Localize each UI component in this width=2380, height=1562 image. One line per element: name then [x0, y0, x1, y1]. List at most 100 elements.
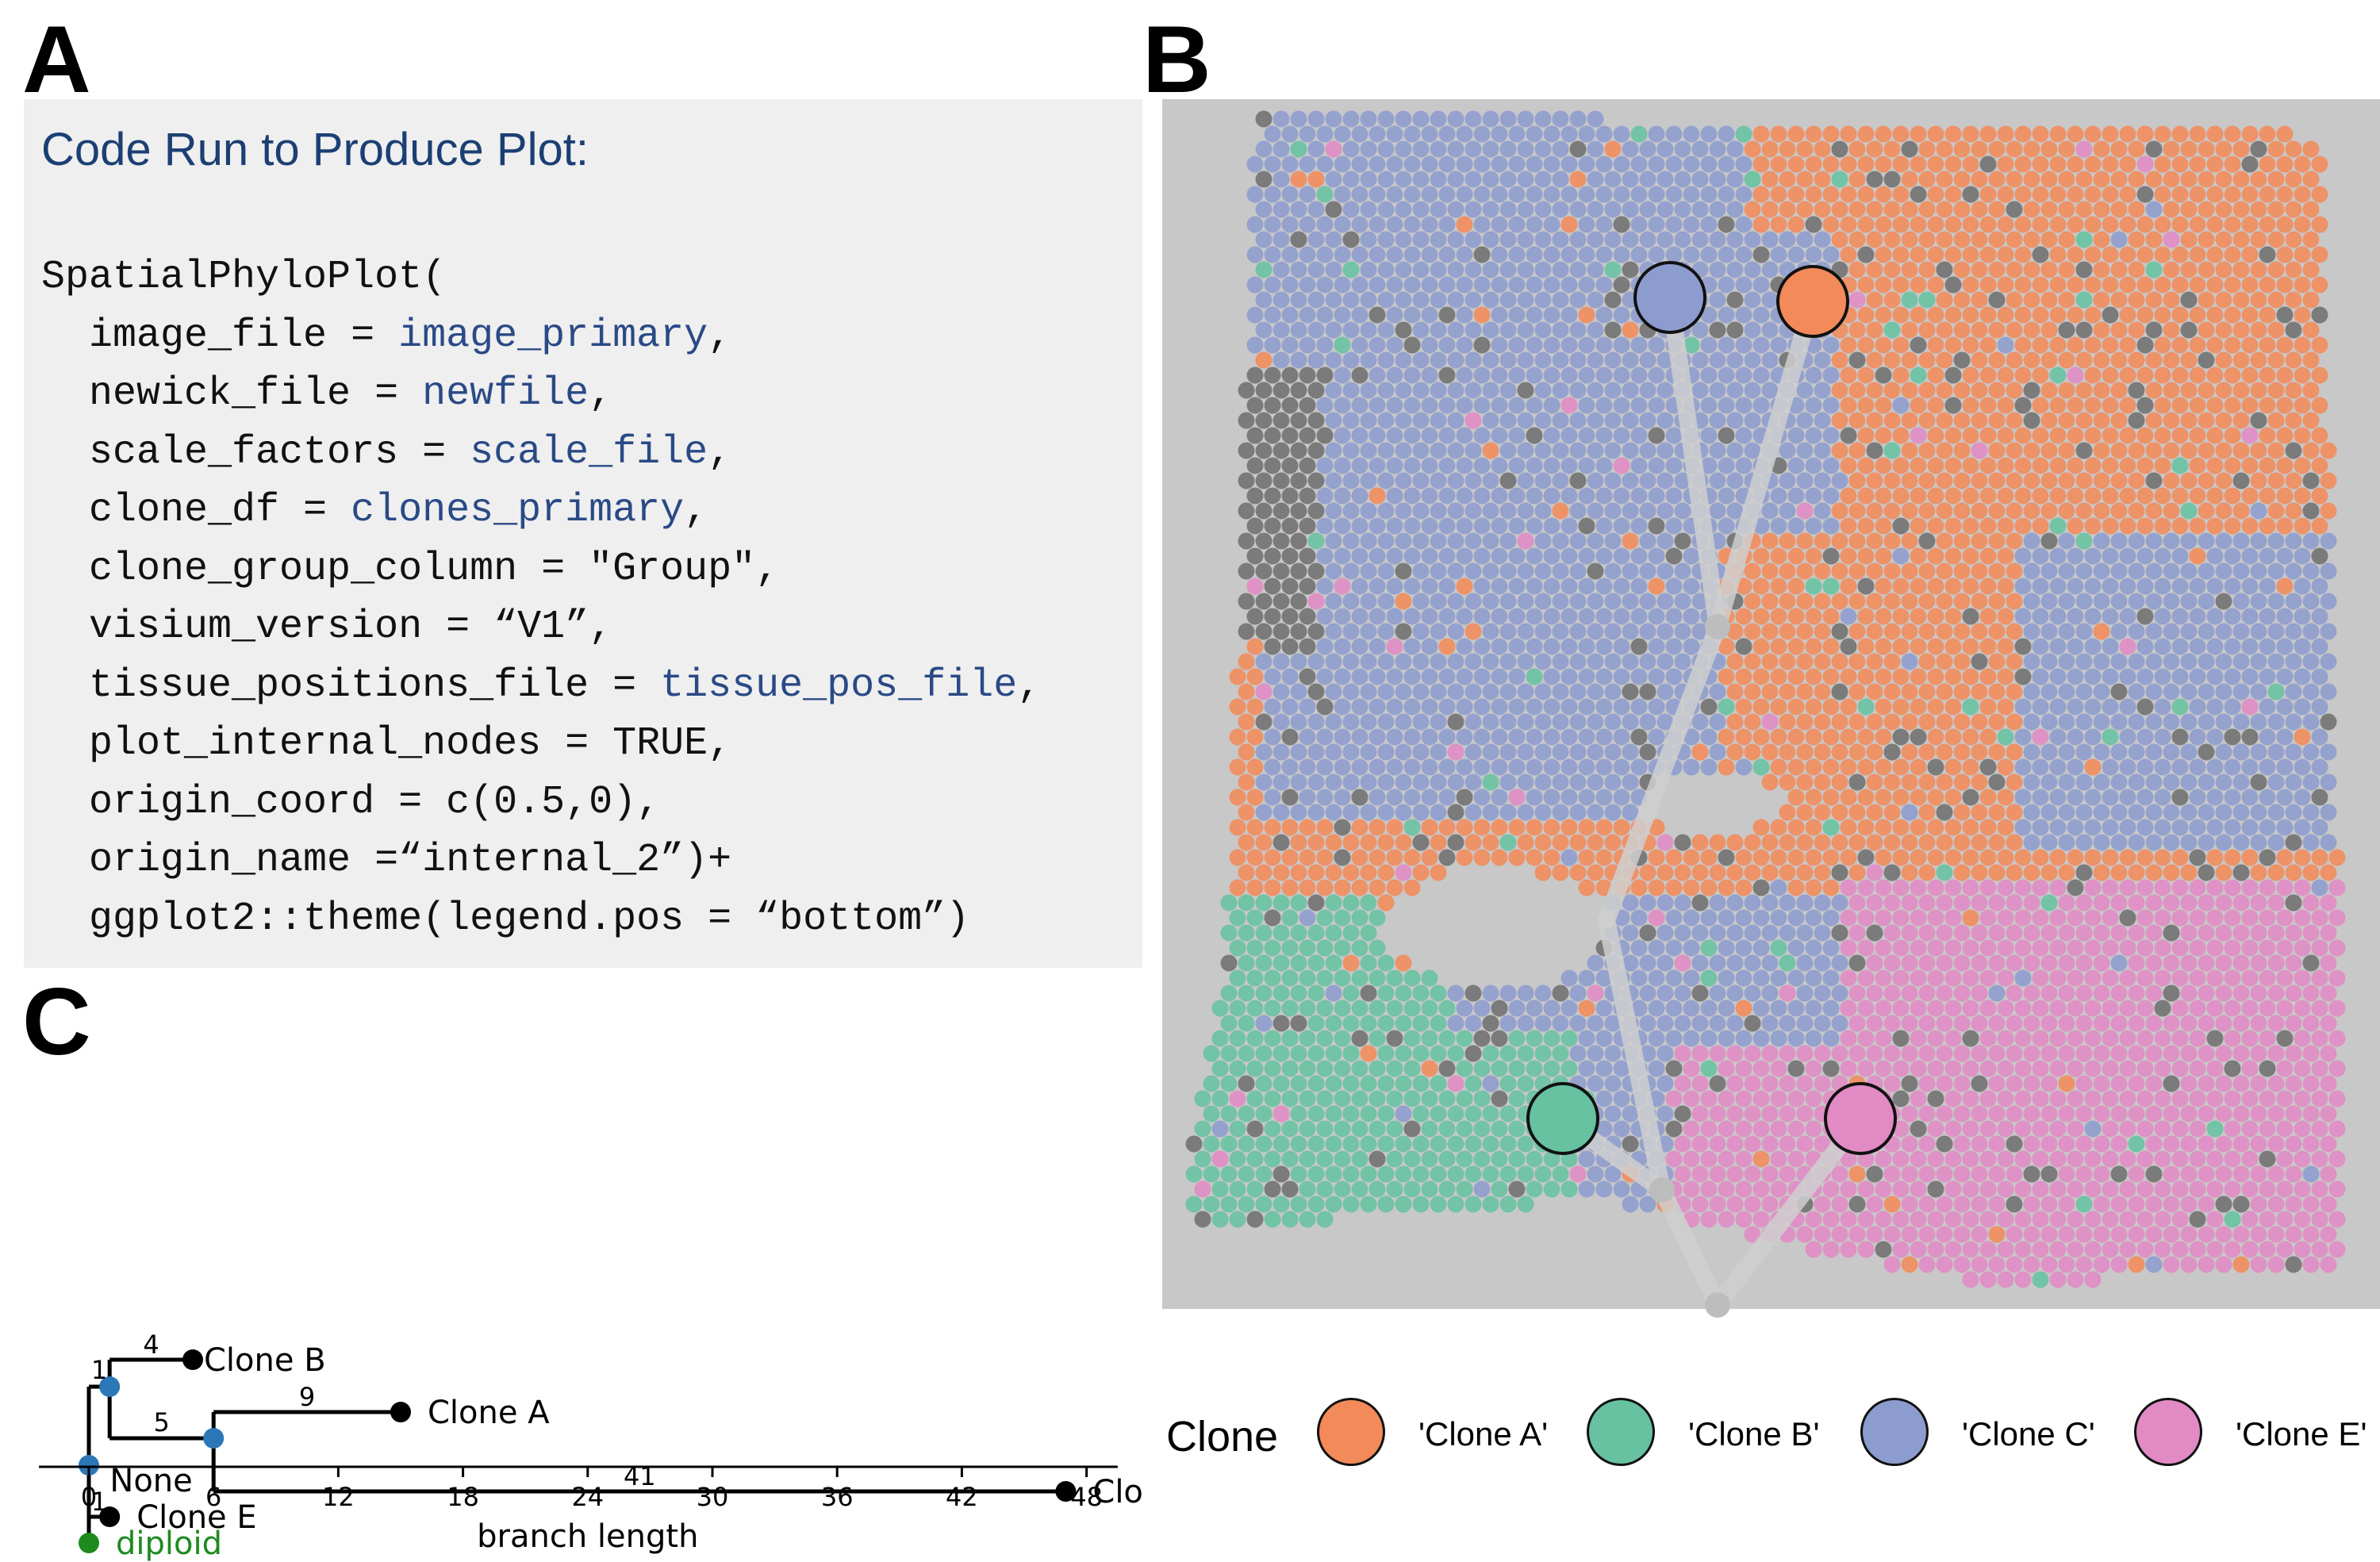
- visium-spot: [1342, 954, 1360, 972]
- visium-spot: [1587, 562, 1604, 580]
- visium-spot: [2302, 442, 2320, 459]
- visium-spot: [2110, 954, 2128, 972]
- tree-overlay-edge: [1709, 293, 1821, 635]
- visium-spot: [1491, 638, 1508, 655]
- visium-spot: [2006, 804, 2023, 821]
- visium-spot: [1639, 924, 1656, 942]
- visium-spot: [1220, 1105, 1238, 1123]
- visium-spot: [2102, 276, 2119, 294]
- visium-spot: [1273, 412, 1290, 429]
- visium-spot: [2311, 1000, 2328, 1017]
- visium-spot: [2110, 1135, 2128, 1153]
- visium-spot: [1639, 382, 1656, 399]
- visium-spot: [2241, 939, 2259, 957]
- visium-spot: [1587, 1015, 1604, 1032]
- visium-spot: [2110, 623, 2128, 640]
- visium-spot: [2049, 1180, 2067, 1198]
- visium-spot: [1648, 186, 1665, 203]
- visium-spot: [1910, 698, 1927, 716]
- visium-spot: [1403, 186, 1421, 203]
- visium-spot: [2128, 1165, 2145, 1183]
- visium-spot: [1962, 125, 1979, 143]
- visium-spot: [1508, 698, 1526, 716]
- visium-spot: [1464, 412, 1482, 429]
- code-text: origin_coord = c(0.5,0),: [41, 779, 661, 825]
- visium-spot: [1944, 246, 1962, 263]
- visium-spot: [1840, 758, 1857, 776]
- visium-spot: [2276, 306, 2294, 324]
- visium-spot: [1648, 849, 1665, 866]
- visium-spot: [1377, 1045, 1395, 1062]
- visium-spot: [1944, 789, 1962, 806]
- visium-spot: [2241, 1150, 2259, 1168]
- visium-spot: [2084, 819, 2102, 836]
- visium-spot: [1944, 457, 1962, 474]
- visium-spot: [2206, 1030, 2224, 1047]
- visium-spot: [1892, 487, 1910, 505]
- visium-spot: [2241, 1030, 2259, 1047]
- visium-spot: [2285, 1226, 2302, 1243]
- visium-spot: [2154, 698, 2171, 716]
- visium-spot: [1203, 1045, 1220, 1062]
- visium-spot: [1534, 562, 1552, 580]
- visium-spot: [1316, 638, 1334, 655]
- visium-spot: [2075, 532, 2093, 550]
- visium-spot: [2171, 909, 2189, 927]
- visium-spot: [2294, 547, 2311, 565]
- visium-spot: [2302, 1075, 2320, 1092]
- visium-spot: [1351, 758, 1368, 776]
- visium-spot: [1700, 1150, 1718, 1168]
- visium-spot: [1517, 140, 1534, 158]
- visium-spot: [2224, 698, 2241, 716]
- visium-spot: [1840, 125, 1857, 143]
- visium-spot: [1595, 367, 1613, 384]
- visium-spot: [1840, 698, 1857, 716]
- visium-spot: [1840, 819, 1857, 836]
- visium-spot: [1403, 608, 1421, 625]
- visium-spot: [2014, 1090, 2032, 1107]
- visium-spot: [1578, 547, 1595, 565]
- visium-spot: [1665, 155, 1683, 173]
- visium-spot: [2058, 1165, 2075, 1183]
- visium-spot: [1910, 1030, 1927, 1047]
- visium-spot: [1517, 1075, 1534, 1092]
- visium-spot: [1377, 261, 1395, 278]
- visium-spot: [1325, 1165, 1342, 1183]
- visium-spot: [1578, 517, 1595, 535]
- visium-spot: [1848, 562, 1866, 580]
- visium-spot: [1604, 1015, 1622, 1032]
- visium-spot: [2093, 562, 2110, 580]
- visium-spot: [1744, 1135, 1761, 1153]
- visium-spot: [1273, 653, 1290, 670]
- visium-spot: [1438, 367, 1456, 384]
- visium-spot: [1822, 909, 1840, 927]
- visium-spot: [1848, 502, 1866, 520]
- visium-spot: [1578, 789, 1595, 806]
- visium-spot: [2093, 683, 2110, 700]
- visium-spot: [1403, 1030, 1421, 1047]
- visium-spot: [2206, 457, 2224, 474]
- visium-spot: [1430, 834, 1447, 851]
- visium-spot: [1482, 713, 1499, 731]
- visium-spot: [1796, 834, 1814, 851]
- visium-spot: [1971, 623, 1988, 640]
- visium-spot: [1447, 140, 1464, 158]
- visium-spot: [2023, 1075, 2040, 1092]
- visium-spot: [1770, 1000, 1787, 1017]
- visium-spot: [1883, 351, 1901, 369]
- visium-spot: [2198, 1165, 2215, 1183]
- visium-spot: [1691, 924, 1709, 942]
- visium-spot: [2093, 321, 2110, 339]
- visium-spot: [1473, 125, 1491, 143]
- visium-spot: [1744, 351, 1761, 369]
- visium-spot: [1360, 804, 1377, 821]
- visium-spot: [1761, 321, 1779, 339]
- visium-spot: [1918, 351, 1936, 369]
- visium-spot: [2119, 1090, 2136, 1107]
- visium-spot: [2049, 216, 2067, 233]
- visium-spot: [1883, 231, 1901, 248]
- visium-spot: [2320, 713, 2337, 731]
- visium-spot: [1752, 819, 1770, 836]
- visium-spot: [1674, 984, 1691, 1002]
- visium-spot: [1718, 186, 1735, 203]
